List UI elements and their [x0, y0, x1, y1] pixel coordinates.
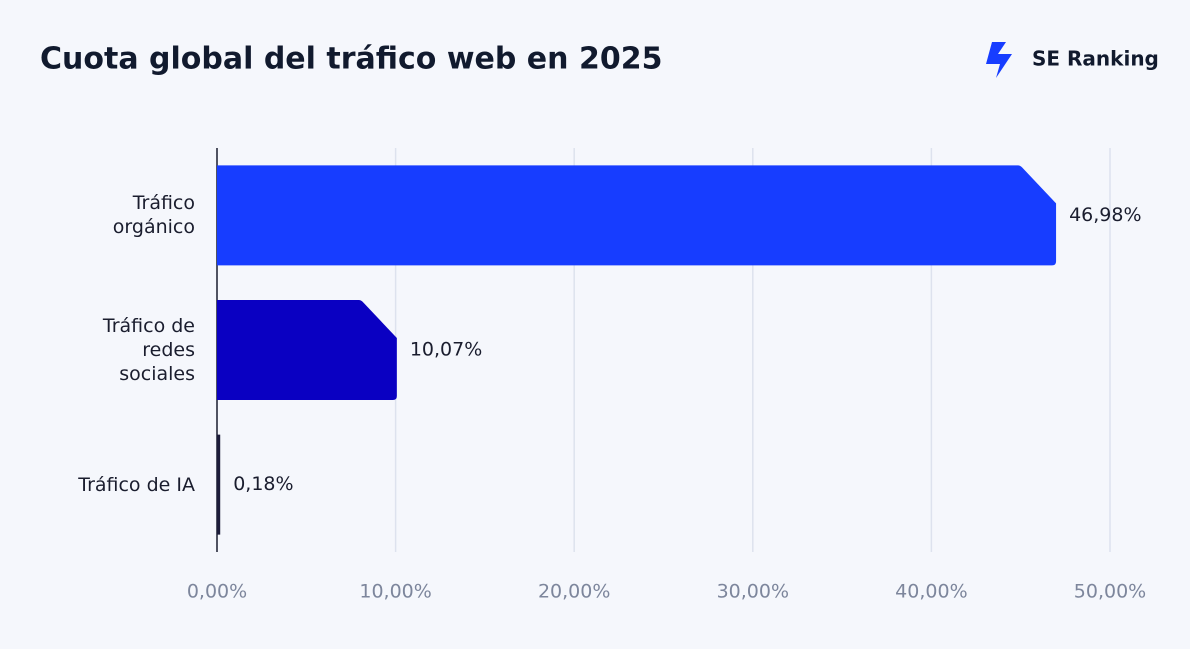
- value-label: 10,07%: [410, 339, 482, 361]
- brand-name: SE Ranking: [1032, 47, 1159, 71]
- bar: [217, 300, 397, 400]
- x-tick-label: 40,00%: [895, 581, 967, 603]
- brand-logo: SE Ranking: [986, 42, 1159, 78]
- value-label: 0,18%: [233, 473, 293, 495]
- x-tick-label: 0,00%: [187, 581, 247, 603]
- y-tick-label: Tráfico orgánico: [112, 192, 195, 239]
- chart-title: Cuota global del tráfico web en 2025: [40, 42, 662, 77]
- x-tick-label: 30,00%: [717, 581, 789, 603]
- bar: [217, 165, 1057, 266]
- x-tick-label: 20,00%: [538, 581, 610, 603]
- bar: [217, 434, 221, 535]
- y-tick-label: Tráfico de redes sociales: [102, 315, 195, 385]
- value-label: 46,98%: [1069, 204, 1141, 226]
- x-tick-label: 10,00%: [359, 581, 431, 603]
- logo-icon: [986, 42, 1012, 78]
- y-tick-label: Tráfico de IA: [78, 473, 195, 496]
- x-tick-label: 50,00%: [1074, 581, 1146, 603]
